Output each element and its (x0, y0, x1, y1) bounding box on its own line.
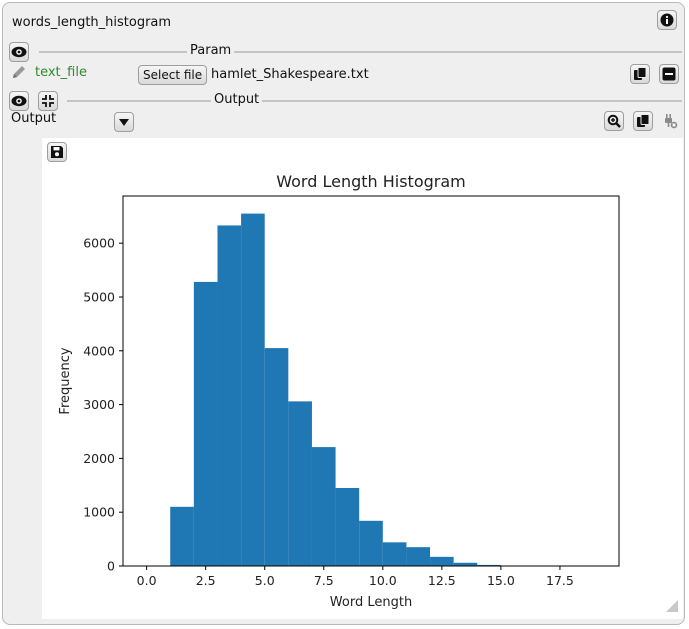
histogram-bar (241, 213, 265, 566)
eye-icon (11, 95, 27, 107)
y-tick-label: 2000 (83, 451, 115, 466)
x-tick-label: 5.0 (255, 573, 275, 588)
output-section-label: Output (211, 92, 263, 107)
node-title: words_length_histogram (12, 15, 172, 30)
text-file-field-label: text_file (35, 65, 87, 80)
histogram-bar (311, 447, 336, 566)
histogram-bar (217, 225, 242, 566)
copy-output-button[interactable] (633, 111, 653, 131)
y-axis-label: Frequency (58, 347, 73, 414)
histogram-bar (288, 401, 312, 566)
save-plot-button[interactable] (47, 142, 67, 162)
param-section-divider (39, 51, 682, 53)
x-tick-label: 15.0 (487, 573, 515, 588)
select-file-button[interactable]: Select file (138, 65, 208, 85)
chart-title: Word Length Histogram (276, 172, 465, 191)
histogram-bar (430, 556, 454, 566)
plot-area: 0.0 2.5 5.0 7.5 10.0 12.5 15.0 17.5 0 1000 2000 300… (42, 138, 683, 619)
y-tick-label: 4000 (83, 343, 115, 358)
pencil-icon (11, 64, 27, 84)
copy-icon (637, 114, 650, 127)
y-tick-label: 0 (107, 559, 115, 574)
remove-param-button[interactable] (659, 64, 679, 84)
x-tick-label: 17.5 (546, 573, 574, 588)
collapse-arrows-icon (42, 95, 54, 107)
y-tick-label: 6000 (83, 236, 115, 251)
y-tick-label: 1000 (83, 505, 115, 520)
x-axis-label: Word Length (330, 595, 412, 610)
resize-handle[interactable] (666, 597, 678, 616)
histogram-chart: 0.0 2.5 5.0 7.5 10.0 12.5 15.0 17.5 0 1000 2000 300… (58, 172, 620, 610)
param-visibility-toggle[interactable] (9, 42, 29, 62)
eye-icon (11, 46, 27, 58)
info-icon[interactable] (657, 10, 677, 30)
histogram-bar (193, 281, 218, 566)
collapse-output-button[interactable] (38, 91, 58, 111)
output-dropdown-value[interactable]: Output (11, 111, 57, 126)
histogram-bar (170, 506, 194, 566)
histogram-bar (382, 542, 407, 566)
output-dropdown-button[interactable] (114, 112, 134, 132)
zoom-button[interactable] (604, 111, 624, 131)
histogram-bar (477, 564, 501, 566)
histogram-bar (453, 562, 478, 566)
output-visibility-toggle[interactable] (9, 91, 29, 111)
x-tick-label: 0.0 (137, 573, 157, 588)
x-tick-label: 12.5 (428, 573, 456, 588)
histogram-bar (335, 487, 360, 566)
selected-file-name: hamlet_Shakespeare.txt (211, 67, 369, 82)
x-tick-label: 2.5 (196, 573, 216, 588)
chevron-down-icon (119, 118, 129, 126)
plug-off-icon (662, 113, 678, 133)
x-tick-label: 10.0 (369, 573, 397, 588)
copy-icon (634, 67, 647, 80)
y-tick-label: 5000 (83, 289, 115, 304)
histogram-bar (264, 348, 289, 566)
copy-param-button[interactable] (630, 64, 650, 84)
y-tick-label: 3000 (83, 397, 115, 412)
histogram-bar (406, 547, 431, 566)
plot-frame (122, 195, 620, 567)
zoom-in-icon (607, 114, 621, 128)
save-icon (51, 146, 63, 158)
histogram-bar (359, 520, 383, 566)
x-tick-label: 7.5 (314, 573, 334, 588)
minus-icon (662, 67, 676, 81)
output-section-divider (67, 100, 682, 102)
param-section-label: Param (187, 43, 235, 58)
